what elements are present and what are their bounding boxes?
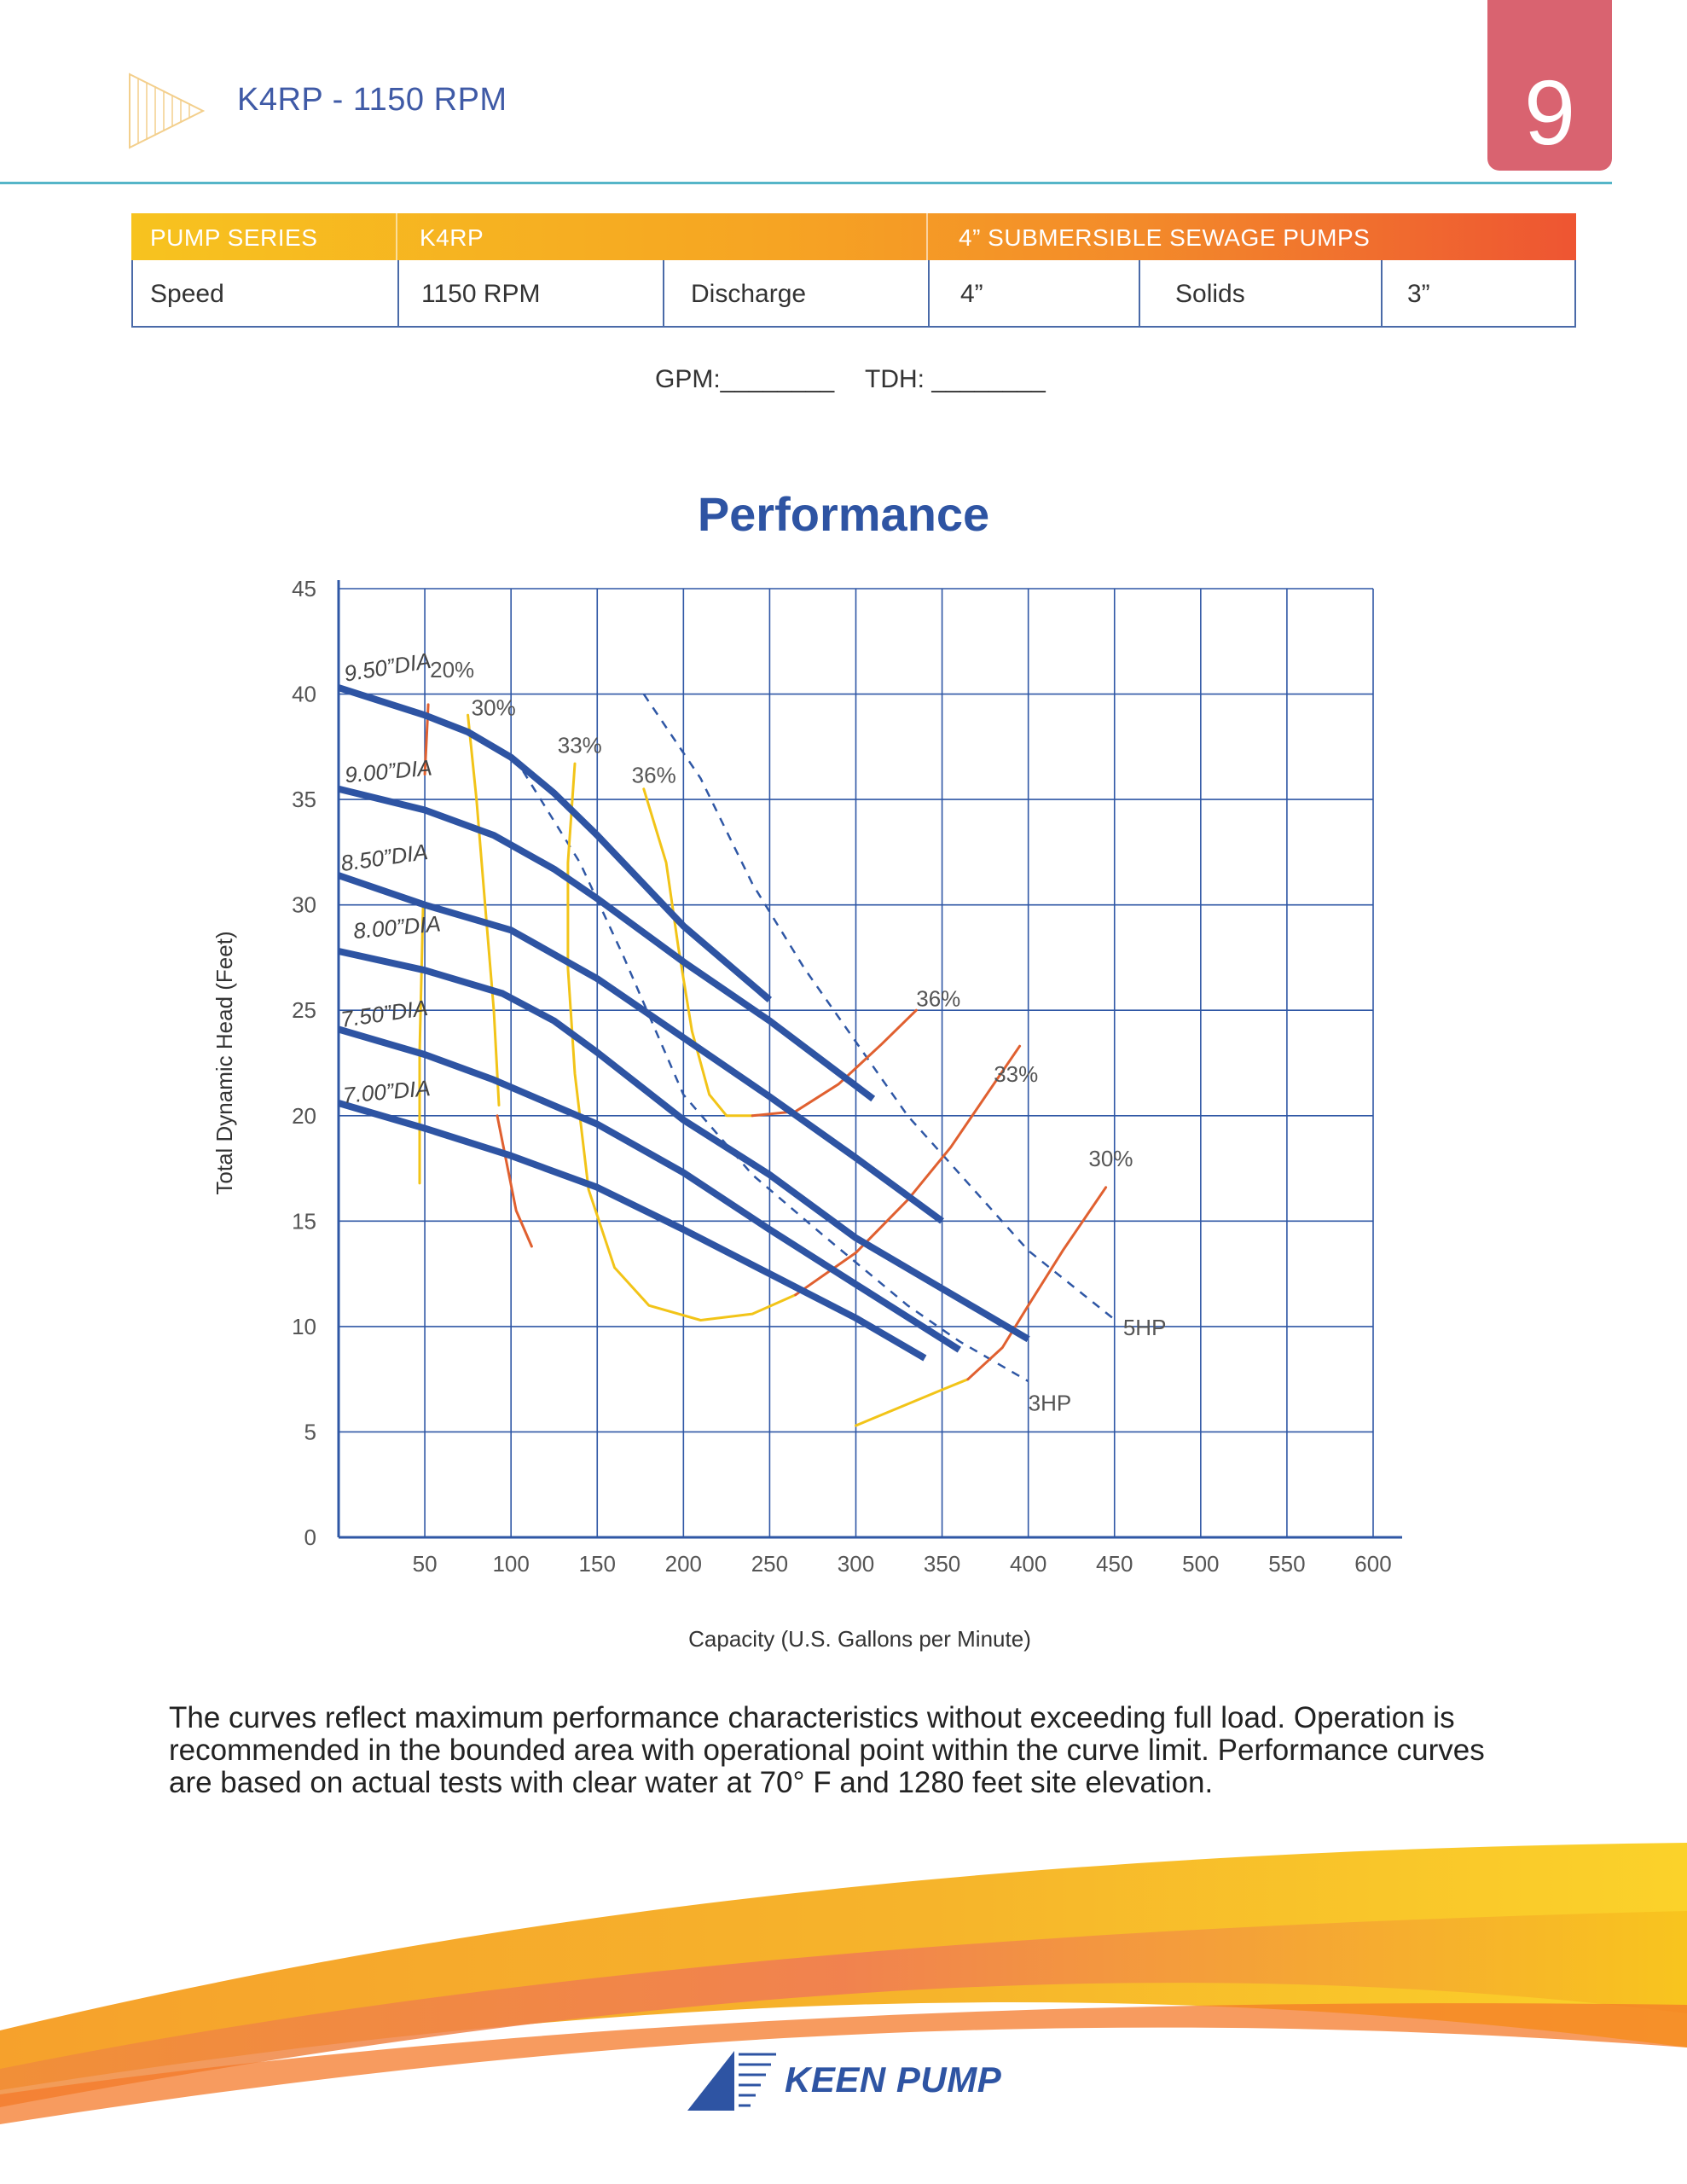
footnote: The curves reflect maximum performance c… xyxy=(169,1701,1485,1799)
efficiency-curve xyxy=(751,1008,918,1118)
x-axis-title: Capacity (U.S. Gallons per Minute) xyxy=(688,1626,1031,1652)
header-divider xyxy=(0,182,1612,184)
spec-discharge-label: Discharge xyxy=(691,280,807,308)
x-tick-label: 600 xyxy=(1354,1551,1391,1577)
y-tick-label: 20 xyxy=(292,1103,316,1129)
y-tick-label: 0 xyxy=(304,1525,316,1550)
impeller-label: 7.50”DIA xyxy=(339,995,430,1032)
impeller-label: 9.50”DIA xyxy=(342,648,432,687)
efficiency-curve xyxy=(418,903,425,1185)
impeller-curve xyxy=(338,785,876,1102)
x-tick-label: 550 xyxy=(1268,1551,1305,1577)
efficiency-curve xyxy=(855,1378,970,1427)
x-tick-label: 350 xyxy=(924,1551,960,1577)
x-tick-label: 200 xyxy=(665,1551,702,1577)
gpm-fill-in: GPM:________ xyxy=(655,365,835,393)
impeller-label: 8.00”DIA xyxy=(352,910,442,944)
efficiency-curve xyxy=(467,713,501,1107)
keen-pump-logo-icon xyxy=(687,2051,776,2111)
y-tick-label: 15 xyxy=(292,1208,316,1234)
impeller-label: 8.50”DIA xyxy=(339,839,430,876)
y-tick-label: 30 xyxy=(292,892,316,918)
hp-label: 3HP xyxy=(1029,1391,1072,1416)
impeller-curve xyxy=(338,948,1030,1343)
x-tick-label: 50 xyxy=(413,1551,438,1577)
y-tick-label: 35 xyxy=(292,787,316,812)
spec-solids-label: Solids xyxy=(1175,280,1245,308)
impeller-curve xyxy=(337,1100,927,1362)
x-tick-label: 500 xyxy=(1182,1551,1219,1577)
page-number: 9 xyxy=(1523,61,1576,164)
impeller-curve xyxy=(337,1025,961,1353)
triangle-logo-icon xyxy=(129,73,205,149)
impeller-label: 9.00”DIA xyxy=(344,754,433,787)
page-number-tab: 9 xyxy=(1487,0,1612,171)
spec-speed-value: 1150 RPM xyxy=(421,280,541,308)
y-tick-label: 25 xyxy=(292,997,316,1023)
spec-head-series-label: PUMP SERIES xyxy=(150,224,318,251)
spec-head-series-value: K4RP xyxy=(420,224,484,251)
y-tick-label: 5 xyxy=(304,1419,316,1444)
impeller-curve xyxy=(337,684,773,1002)
efficiency-curve xyxy=(566,762,797,1321)
y-axis-title: Total Dynamic Head (Feet) xyxy=(212,931,237,1194)
spec-head-description: 4” SUBMERSIBLE SEWAGE PUMPS xyxy=(959,224,1371,251)
impeller-curves xyxy=(337,684,1030,1362)
chart-grid xyxy=(339,588,1374,1538)
spec-speed-label: Speed xyxy=(150,280,224,308)
efficiency-curve xyxy=(794,1044,1022,1297)
chart-axes xyxy=(337,580,1402,1539)
chart-title: Performance xyxy=(697,487,990,541)
efficiency-curve xyxy=(642,787,754,1118)
y-tick-label: 45 xyxy=(292,576,316,601)
spec-table-header: PUMP SERIES K4RP 4” SUBMERSIBLE SEWAGE P… xyxy=(131,213,1576,260)
y-tick-label: 40 xyxy=(292,682,316,707)
x-tick-label: 300 xyxy=(838,1551,874,1577)
efficiency-label: 20% xyxy=(430,657,474,682)
efficiency-curve xyxy=(966,1186,1108,1381)
efficiency-curve xyxy=(496,1114,533,1248)
x-tick-label: 100 xyxy=(492,1551,529,1577)
spec-solids-value: 3” xyxy=(1407,280,1430,308)
brand-logo: KEEN PUMP xyxy=(687,2048,1012,2116)
brand-name: KEEN PUMP xyxy=(785,2059,1002,2100)
impeller-label: 7.00”DIA xyxy=(342,1075,432,1108)
efficiency-label: 36% xyxy=(916,985,960,1011)
impeller-curve xyxy=(337,872,944,1224)
chart-labels: 50 100 150 200 250 300 350 400 450 500 550 600 0 5 10 1… xyxy=(212,576,1392,1652)
efficiency-label: 36% xyxy=(632,762,676,787)
spec-table-row: Speed 1150 RPM Discharge 4” Solids 3” xyxy=(131,260,1576,328)
decorative-wave xyxy=(0,1843,1687,2124)
spec-table: PUMP SERIES K4RP 4” SUBMERSIBLE SEWAGE P… xyxy=(131,213,1576,328)
tdh-fill-in: TDH: ________ xyxy=(865,365,1046,393)
efficiency-label: 33% xyxy=(994,1061,1038,1087)
x-tick-label: 450 xyxy=(1096,1551,1133,1577)
hp-limit-line xyxy=(513,757,1029,1383)
y-tick-label: 10 xyxy=(292,1314,316,1339)
efficiency-label: 30% xyxy=(1088,1146,1133,1171)
page-title: K4RP - 1150 RPM xyxy=(237,82,507,118)
hp-label: 5HP xyxy=(1123,1315,1167,1340)
spec-discharge-value: 4” xyxy=(960,280,983,308)
x-tick-label: 400 xyxy=(1010,1551,1046,1577)
x-tick-label: 250 xyxy=(751,1551,788,1577)
efficiency-label: 30% xyxy=(472,694,516,720)
hp-limit-lines xyxy=(513,693,1119,1383)
hp-limit-line xyxy=(642,693,1119,1323)
x-tick-label: 150 xyxy=(579,1551,616,1577)
efficiency-label: 33% xyxy=(558,733,602,758)
